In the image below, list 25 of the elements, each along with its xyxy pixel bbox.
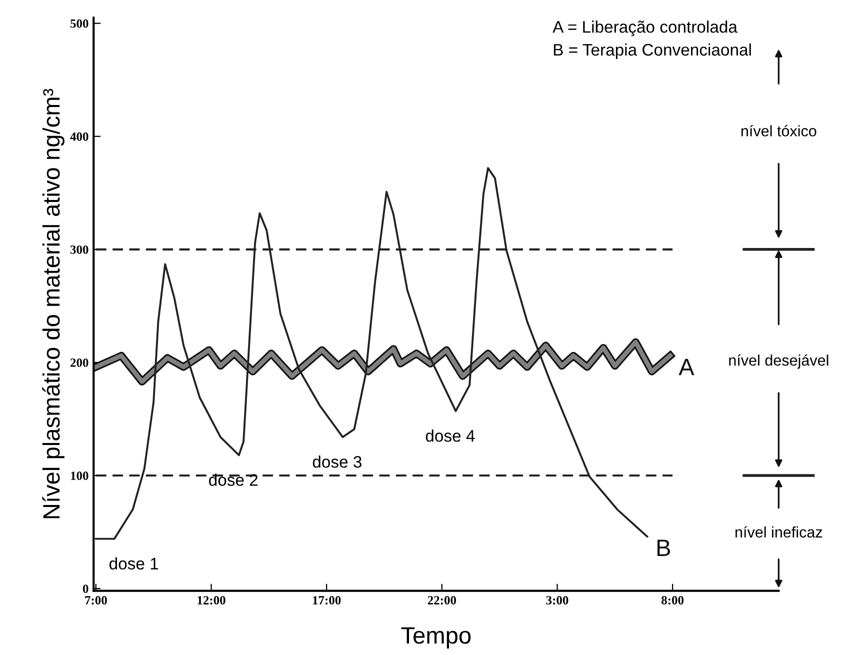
x-tick-label: 3:00 [546, 596, 568, 605]
x-tick-label: 17:00 [312, 596, 341, 605]
annotation: nível desejável [729, 354, 828, 369]
x-tick-label: 22:00 [428, 596, 456, 605]
y-tick-label: 200 [70, 358, 88, 367]
annotation: nível ineficaz [736, 526, 822, 538]
annotation: dose 4 [426, 430, 475, 442]
y-tick-label: 400 [70, 132, 88, 141]
annotation: dose 2 [209, 474, 258, 486]
annotation: B = Terapia Convenciaonal [554, 43, 751, 60]
series-label: A [678, 358, 694, 376]
y-tick-label: 100 [71, 472, 88, 480]
x-axis-title: Tempo [401, 627, 471, 648]
series-label: B [657, 540, 670, 556]
y-tick-label: 500 [70, 19, 88, 28]
x-tick-label: 12:00 [198, 596, 226, 605]
x-tick-label: 8:00 [662, 596, 684, 605]
annotation: dose 3 [312, 456, 362, 468]
annotation: dose 1 [110, 557, 158, 570]
y-tick-label: 0 [82, 584, 88, 594]
x-tick-label: 7:00 [85, 596, 107, 605]
y-tick-label: 300 [70, 245, 88, 254]
y-axis-title: Nível plasmático do material ativo ng/cm³ [42, 88, 64, 518]
annotation: nível tóxico [741, 125, 816, 136]
annotation: A = Liberação controlada [552, 20, 738, 36]
